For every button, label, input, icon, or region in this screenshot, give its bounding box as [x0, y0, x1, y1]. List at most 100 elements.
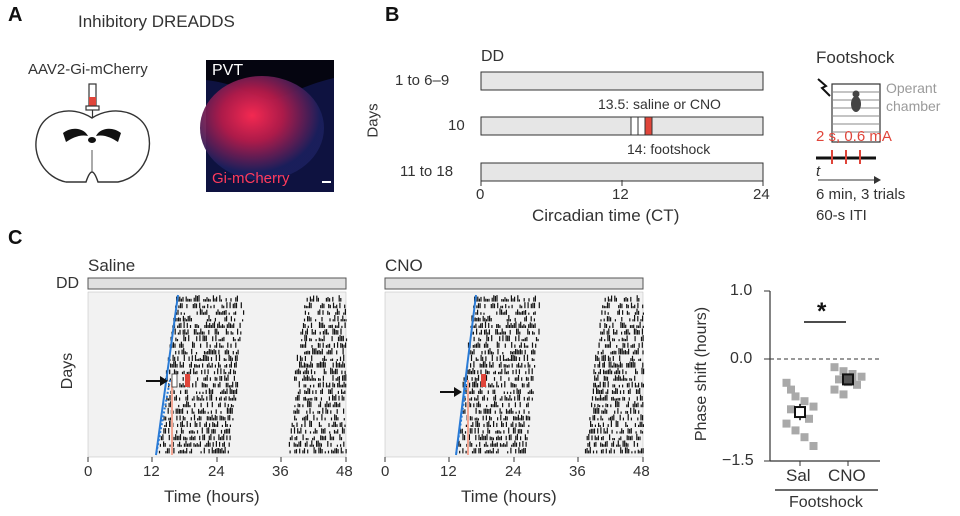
- activity-bar: [293, 427, 296, 434]
- protocol-timeline: [480, 71, 764, 186]
- activity-bar: [519, 331, 521, 335]
- activity-bar: [304, 370, 306, 375]
- activity-bar: [642, 325, 644, 328]
- activity-bar: [487, 316, 489, 322]
- activity-bar: [624, 377, 626, 381]
- activity-bar: [310, 338, 312, 342]
- activity-bar: [200, 416, 202, 421]
- activity-bar: [194, 421, 196, 427]
- activity-bar: [338, 295, 340, 302]
- activity-bar: [501, 309, 503, 315]
- activity-bar: [504, 297, 506, 302]
- activity-bar: [610, 404, 612, 408]
- activity-bar: [173, 436, 175, 441]
- activity-bar: [229, 415, 231, 421]
- activity-bar: [476, 402, 478, 408]
- activity-bar: [593, 428, 596, 434]
- activity-bar: [634, 375, 636, 381]
- activity-bar: [474, 428, 476, 434]
- activity-bar: [606, 427, 608, 434]
- activity-bar: [339, 302, 341, 309]
- activity-bar: [299, 370, 301, 375]
- activity-bar: [466, 375, 468, 381]
- activity-bar: [512, 410, 514, 414]
- activity-bar: [186, 304, 188, 309]
- activity-bar: [320, 397, 322, 401]
- activity-bar: [538, 302, 540, 309]
- activity-bar: [633, 324, 635, 328]
- activity-bar: [211, 401, 213, 408]
- activity-bar: [223, 369, 225, 375]
- activity-bar: [607, 381, 609, 388]
- activity-bar: [626, 304, 628, 309]
- activity-bar: [590, 428, 592, 434]
- activity-bar: [186, 437, 188, 441]
- activity-bar: [523, 354, 525, 361]
- activity-bar: [476, 378, 478, 381]
- activity-bar: [501, 411, 503, 414]
- activity-bar: [592, 415, 594, 421]
- activity-bar: [619, 361, 621, 368]
- activity-bar: [506, 365, 508, 368]
- activity-bar: [487, 390, 489, 394]
- activity-bar: [626, 447, 628, 454]
- activity-bar: [225, 382, 227, 388]
- activity-bar: [527, 345, 529, 348]
- activity-bar: [312, 348, 314, 355]
- activity-bar: [304, 420, 306, 427]
- activity-bar: [527, 362, 529, 368]
- activity-bar: [302, 417, 304, 421]
- activity-bar: [182, 296, 184, 302]
- activity-bar: [594, 408, 597, 414]
- activity-bar: [227, 403, 229, 408]
- activity-bar: [230, 361, 232, 368]
- activity-bar: [209, 423, 211, 427]
- activity-bar: [335, 378, 337, 381]
- activity-bar: [345, 383, 347, 388]
- activity-bar: [602, 362, 604, 368]
- activity-bar: [202, 434, 204, 441]
- activity-bar: [305, 351, 307, 355]
- activity-bar: [194, 364, 196, 368]
- activity-bar: [234, 389, 236, 394]
- activity-bar: [614, 332, 616, 335]
- activity-bar: [340, 328, 342, 335]
- activity-bar: [201, 331, 203, 335]
- activity-bar: [587, 443, 589, 447]
- activity-bar: [637, 325, 640, 328]
- activity-bar: [605, 376, 607, 381]
- activity-bar: [628, 312, 630, 315]
- activity-bar: [607, 389, 609, 394]
- activity-bar: [180, 312, 182, 315]
- activity-bar: [614, 295, 616, 302]
- activity-bar: [506, 319, 508, 322]
- activity-bar: [309, 338, 311, 342]
- activity-bar: [303, 344, 305, 348]
- activity-bar: [488, 371, 490, 375]
- activity-bar: [198, 415, 200, 421]
- activity-bar: [343, 312, 345, 315]
- activity-bar: [498, 342, 500, 348]
- activity-bar: [314, 329, 316, 335]
- activity-bar: [209, 323, 211, 328]
- activity-bar: [332, 450, 334, 454]
- activity-bar: [485, 415, 487, 421]
- activity-bar: [220, 368, 222, 375]
- activity-bar: [634, 336, 636, 342]
- activity-bar: [225, 420, 227, 427]
- activity-bar: [301, 344, 303, 348]
- sal-tick-24: 24: [208, 463, 225, 480]
- activity-bar: [598, 342, 600, 348]
- activity-bar: [301, 424, 303, 427]
- activity-bar: [168, 448, 170, 454]
- activity-bar: [518, 362, 520, 368]
- activity-bar: [532, 391, 534, 394]
- activity-bar: [637, 402, 639, 408]
- activity-bar: [467, 369, 469, 375]
- activity-bar: [176, 363, 178, 368]
- activity-bar: [522, 415, 524, 421]
- activity-bar: [634, 349, 636, 355]
- activity-bar: [495, 329, 497, 335]
- activity-bar: [304, 356, 306, 361]
- activity-bar: [214, 364, 216, 368]
